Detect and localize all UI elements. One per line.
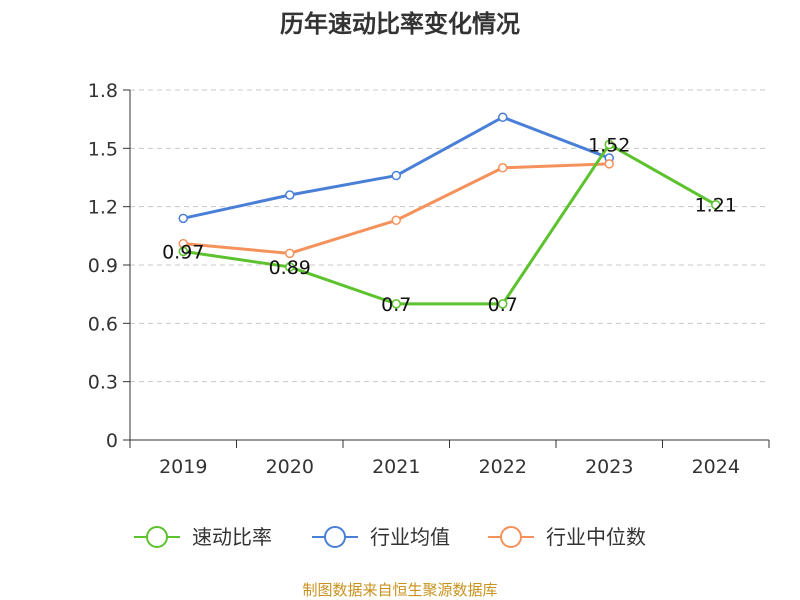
- x-tick-label: 2023: [585, 456, 633, 478]
- data-point: [285, 262, 295, 272]
- y-tick-label: 1.8: [88, 80, 118, 102]
- legend-label: 行业中位数: [546, 525, 646, 549]
- data-point: [498, 163, 508, 173]
- y-tick-label: 1.5: [88, 138, 118, 160]
- series-line-1: [182, 115, 610, 220]
- y-tick-label: 0.9: [88, 255, 118, 277]
- y-tick-label: 0.3: [88, 372, 118, 394]
- data-point: [391, 299, 401, 309]
- x-tick-label: 2020: [266, 456, 314, 478]
- axes: 0 0.3 0.6 0.9 1.2 1.5 1.8 2019 2020 2021 2022 2023 2…: [88, 80, 770, 478]
- data-label: 1.21: [695, 195, 737, 217]
- data-labels: 0.97 0.89 0.7 0.7 1.52 1.21: [162, 134, 737, 315]
- data-label: 0.97: [162, 241, 204, 263]
- y-tick-label: 0.6: [88, 313, 118, 335]
- data-label: 0.7: [381, 294, 411, 316]
- series-lines: [178, 112, 721, 309]
- data-label: 0.7: [488, 294, 518, 316]
- legend-swatch-marker: [500, 526, 522, 548]
- data-point: [711, 199, 721, 210]
- data-point: [285, 190, 295, 200]
- data-point: [604, 139, 614, 150]
- data-point: [498, 299, 508, 309]
- legend-item: 行业中位数: [488, 525, 646, 549]
- y-tick-label: 0: [106, 430, 118, 452]
- x-tick-label: 2022: [479, 456, 527, 478]
- data-label: 1.52: [588, 134, 630, 156]
- grid-lines: [130, 89, 769, 383]
- chart-title: 历年速动比率变化情况: [280, 10, 520, 38]
- data-point: [285, 248, 295, 259]
- source-note: 制图数据来自恒生聚源数据库: [302, 581, 497, 599]
- x-tick-label: 2024: [692, 456, 740, 478]
- x-tick-label: 2021: [372, 456, 420, 478]
- legend-label: 行业均值: [370, 525, 450, 549]
- data-point: [391, 170, 401, 181]
- legend-swatch-marker: [146, 526, 168, 548]
- legend-swatch-marker: [324, 526, 346, 548]
- series-line-0: [183, 142, 717, 306]
- legend-item: 速动比率: [134, 525, 272, 549]
- data-label: 0.89: [269, 257, 311, 279]
- legend-label: 速动比率: [192, 525, 272, 549]
- y-tick-label: 1.2: [88, 197, 118, 219]
- data-point: [178, 246, 188, 257]
- legend-item: 行业均值: [312, 525, 450, 549]
- data-point: [604, 159, 614, 169]
- data-point: [178, 213, 188, 224]
- data-point: [498, 112, 508, 122]
- legend: 速动比率 行业均值 行业中位数: [134, 525, 646, 549]
- data-point: [391, 215, 401, 226]
- x-tick-label: 2019: [159, 456, 207, 478]
